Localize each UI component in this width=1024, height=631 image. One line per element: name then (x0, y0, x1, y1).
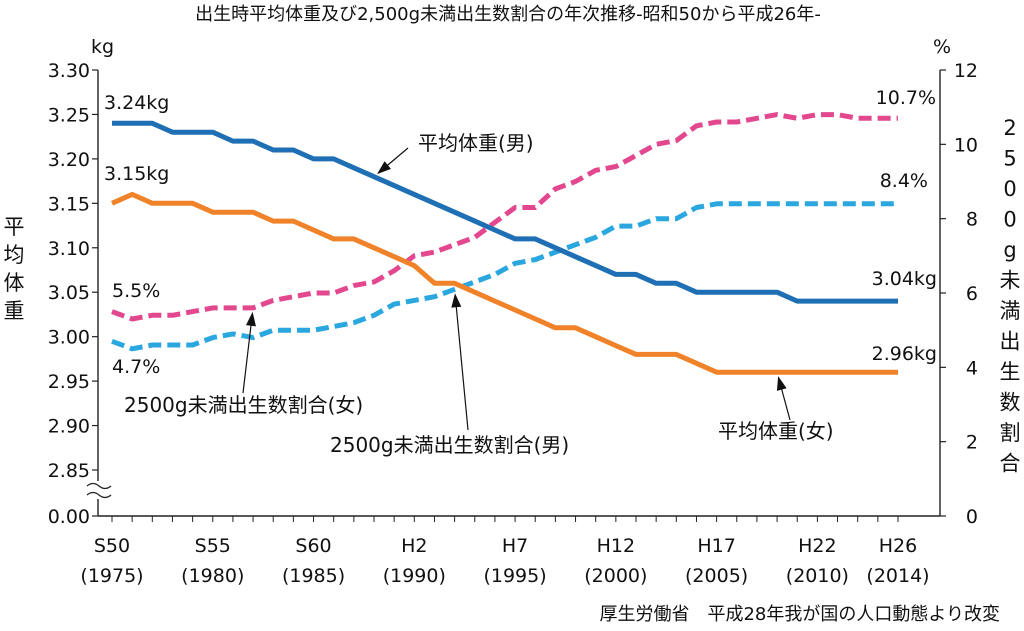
right-tick-label: 8 (966, 209, 978, 231)
x-tick-era: H12 (597, 535, 635, 557)
series-line (111, 201, 898, 352)
callout-arrow-head (451, 293, 462, 308)
callout-arrow-line (780, 385, 791, 421)
x-tick-year: (1995) (483, 565, 546, 587)
callout-arrow-line (384, 147, 409, 169)
data-label: 10.7% (876, 87, 936, 109)
right-tick-label: 0 (966, 506, 978, 528)
x-tick-era: S50 (94, 535, 130, 557)
left-axis-label-char: 平 (4, 215, 25, 239)
left-tick-label: 3.15 (48, 193, 90, 215)
callout-arrow-line (242, 321, 253, 394)
x-tick-year: (1990) (383, 565, 446, 587)
left-tick-label: 3.25 (48, 104, 90, 126)
right-tick-label: 12 (954, 60, 978, 82)
left-tick-label: 3.00 (48, 327, 90, 349)
x-tick-era: H2 (401, 535, 427, 557)
x-tick-era: S55 (195, 535, 231, 557)
left-tick-label: 0.00 (48, 506, 90, 528)
x-tick-era: H22 (798, 535, 836, 557)
right-tick-label: 6 (966, 283, 978, 305)
right-axis-label-char: 満 (1000, 299, 1021, 323)
right-axis-label-char: 割 (1000, 421, 1021, 445)
left-axis-ticks: 3.30 3.25 3.20 3.15 3.10 3.05 3.00 2.95 2.90 2.85… (48, 60, 98, 528)
right-axis-label-char: 数 (1000, 391, 1021, 415)
right-axis-label-char: 未 (1000, 269, 1021, 293)
series-annotations: 平均体重(男) 2500g未満出生数割合(女) 2500g未満出生数割合(男) 平均体… (124, 131, 834, 457)
axis-break-mark (86, 482, 112, 499)
series-annotation: 平均体重(女) (718, 419, 834, 443)
right-axis-label-char: 出 (1000, 330, 1021, 354)
callout-arrow-head (245, 311, 256, 327)
data-label: 2.96kg (872, 343, 937, 365)
series-line (111, 112, 898, 322)
x-tick-year: (2000) (584, 565, 647, 587)
series-annotation: 2500g未満出生数割合(女) (124, 393, 363, 417)
right-axis-label-char: 5 (1003, 147, 1016, 171)
left-tick-label: 2.85 (48, 460, 90, 482)
data-label: 8.4% (880, 170, 928, 192)
chart-title: 出生時平均体重及び2,500g未満出生数割合の年次推移-昭和50から平成26年- (195, 4, 821, 25)
x-axis-ticks: S50 (1975) S55 (1980) S60 (1985) H2 (1990) H7 (19… (80, 516, 930, 587)
left-tick-label: 3.05 (48, 282, 90, 304)
x-tick-year: (2014) (866, 565, 929, 587)
callout-arrow-head (377, 161, 391, 175)
data-label: 3.15kg (104, 163, 169, 185)
callout-arrow-head (776, 376, 787, 391)
right-axis-ticks: 12 10 8 6 4 2 0 (940, 60, 978, 528)
data-label: 3.24kg (104, 92, 169, 114)
data-label: 4.7% (112, 356, 160, 378)
left-axis-label-char: 重 (4, 299, 25, 323)
annotation-arrows (242, 147, 791, 431)
x-tick-year: (1980) (181, 565, 244, 587)
series-line (110, 191, 898, 375)
right-axis-label-char: 0 (1003, 177, 1016, 201)
x-tick-era: H26 (879, 535, 917, 557)
left-axis-label: 平均体重 (4, 215, 25, 323)
data-label: 3.04kg (872, 268, 937, 290)
x-tick-year: (2010) (786, 565, 849, 587)
right-axis-unit: % (933, 36, 951, 58)
series-line (112, 120, 898, 304)
right-axis-label: 2 5 0 0 g未満出生数割合 (1000, 116, 1021, 476)
x-tick-year: (1985) (282, 565, 345, 587)
left-tick-label: 3.30 (48, 60, 90, 82)
source-note: 厚生労働省 平成28年我が国の人口動態より改変 (599, 604, 1000, 625)
x-tick-era: S60 (295, 535, 331, 557)
right-axis-label-char: 2 (1003, 116, 1016, 140)
left-axis-label-char: 均 (4, 243, 25, 267)
x-tick-era: H17 (697, 535, 735, 557)
right-axis-label-char: 0 (1003, 208, 1016, 232)
data-label: 5.5% (112, 280, 160, 302)
x-tick-year: (2005) (685, 565, 748, 587)
x-tick-era: H7 (502, 535, 528, 557)
right-tick-label: 10 (954, 134, 978, 156)
left-axis-label-char: 体 (4, 271, 25, 295)
series-annotation: 2500g未満出生数割合(男) (330, 433, 569, 457)
right-axis-label-char: 生 (1000, 360, 1021, 384)
right-axis-label-char: g (1003, 238, 1016, 262)
right-tick-label: 4 (966, 357, 978, 379)
series-annotation: 平均体重(男) (418, 131, 534, 155)
right-axis-label-char: 合 (1000, 452, 1021, 476)
x-tick-year: (1975) (80, 565, 143, 587)
series-layer (110, 112, 898, 375)
right-tick-label: 2 (966, 432, 978, 454)
left-tick-label: 2.95 (48, 371, 90, 393)
callout-arrow-line (455, 303, 469, 431)
left-tick-label: 3.20 (48, 149, 90, 171)
left-tick-label: 2.90 (48, 416, 90, 438)
data-labels: 3.24kg 3.15kg 5.5% 4.7% 10.7% 8.4% 3.04kg 2.96k… (104, 87, 937, 378)
left-axis-unit: kg (91, 36, 114, 58)
left-tick-label: 3.10 (48, 238, 90, 260)
